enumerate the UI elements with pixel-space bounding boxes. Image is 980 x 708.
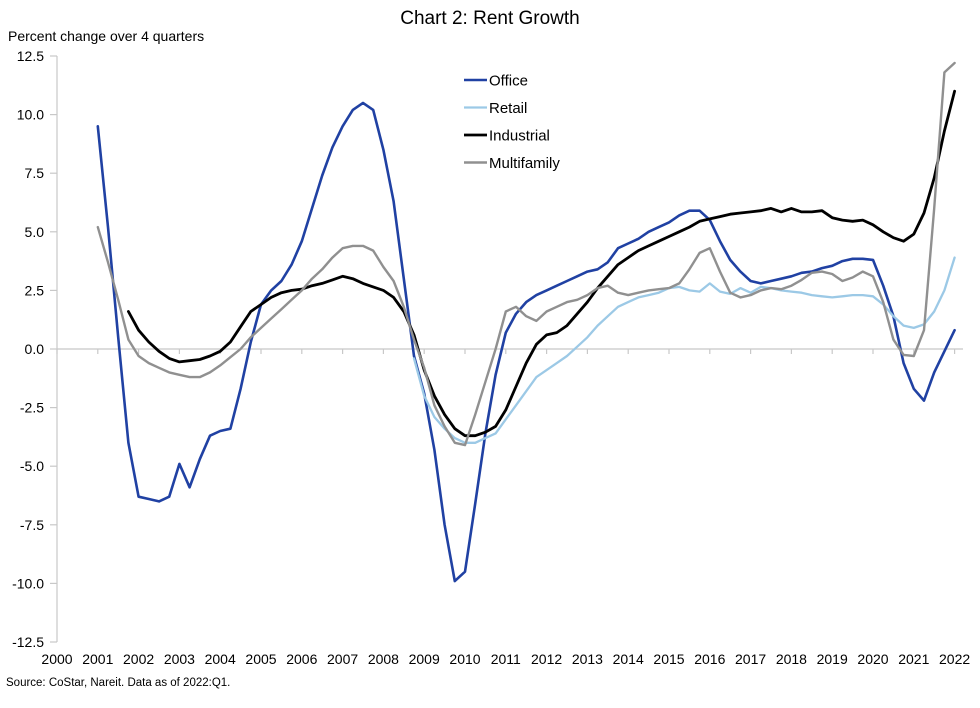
y-tick-label: -2.5 bbox=[20, 400, 44, 416]
y-tick-label: 10.0 bbox=[17, 107, 44, 123]
x-tick-label: 2002 bbox=[123, 651, 154, 667]
source-note: Source: CoStar, Nareit. Data as of 2022:… bbox=[6, 677, 231, 689]
x-tick-label: 2013 bbox=[572, 651, 603, 667]
x-tick-label: 2000 bbox=[41, 651, 72, 667]
x-tick-label: 2021 bbox=[898, 651, 929, 667]
y-tick-label: 12.5 bbox=[17, 48, 44, 64]
y-tick-label: 2.5 bbox=[25, 282, 45, 298]
series-line-retail bbox=[412, 256, 956, 444]
x-tick-label: 2005 bbox=[245, 651, 276, 667]
y-tick-label: 7.5 bbox=[25, 165, 45, 181]
x-tick-label: 2009 bbox=[409, 651, 440, 667]
series-line-industrial bbox=[126, 89, 956, 438]
y-tick-label: -12.5 bbox=[12, 634, 44, 650]
legend-label-office: Office bbox=[489, 73, 528, 90]
x-tick-label: 2010 bbox=[449, 651, 480, 667]
y-tick-label: 0.0 bbox=[25, 341, 45, 357]
x-tick-label: 2020 bbox=[857, 651, 888, 667]
x-tick-label: 2008 bbox=[368, 651, 399, 667]
y-tick-label: 5.0 bbox=[25, 224, 45, 240]
y-axis-caption: Percent change over 4 quarters bbox=[8, 28, 205, 44]
x-tick-label: 2003 bbox=[164, 651, 195, 667]
x-tick-label: 2016 bbox=[694, 651, 725, 667]
x-tick-label: 2015 bbox=[653, 651, 684, 667]
chart-title: Chart 2: Rent Growth bbox=[400, 8, 580, 29]
x-tick-label: 2022 bbox=[939, 651, 970, 667]
x-tick-label: 2004 bbox=[205, 651, 236, 667]
x-tick-label: 2007 bbox=[327, 651, 358, 667]
legend-label-industrial: Industrial bbox=[489, 128, 550, 145]
y-tick-label: -10.0 bbox=[12, 575, 44, 591]
legend-label-retail: Retail bbox=[489, 100, 527, 117]
series-line-multifamily bbox=[96, 61, 956, 447]
x-tick-label: 2011 bbox=[491, 651, 521, 667]
legend-label-multifamily: Multifamily bbox=[489, 155, 560, 172]
series-line-office bbox=[96, 101, 956, 583]
y-tick-label: -5.0 bbox=[20, 458, 44, 474]
y-tick-label: -7.5 bbox=[20, 517, 44, 533]
x-tick-label: 2019 bbox=[817, 651, 848, 667]
x-tick-label: 2014 bbox=[613, 651, 644, 667]
x-tick-label: 2017 bbox=[735, 651, 766, 667]
x-tick-label: 2012 bbox=[531, 651, 562, 667]
x-tick-label: 2006 bbox=[286, 651, 317, 667]
x-tick-label: 2001 bbox=[82, 651, 113, 667]
x-tick-label: 2018 bbox=[776, 651, 807, 667]
